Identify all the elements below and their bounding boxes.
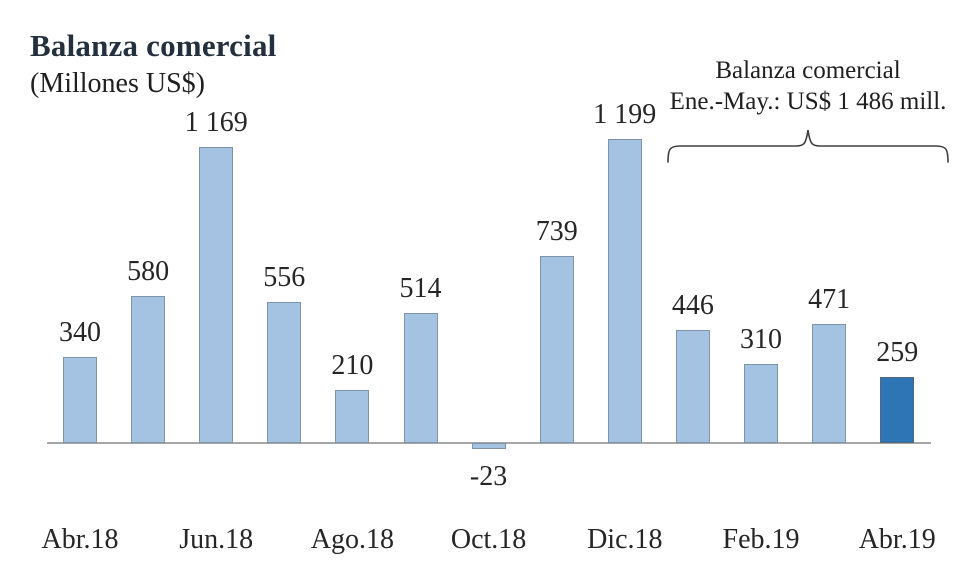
bar-Feb.19 xyxy=(744,364,778,443)
x-tick-label-Abr.18: Abr.18 xyxy=(41,524,119,555)
bar-Mar.19 xyxy=(812,323,847,443)
annotation-line-1: Balanza comercial xyxy=(715,57,901,84)
bar-Nov.18 xyxy=(539,255,574,443)
bar-value-label-May.18: 580 xyxy=(127,256,170,287)
bar-Jun.18 xyxy=(199,146,234,443)
bar-Ago.18 xyxy=(335,389,370,443)
x-tick-label-Ago.18: Ago.18 xyxy=(310,524,394,555)
bar-value-label-Jun.18: 1 169 xyxy=(184,106,248,138)
period-total-annotation: Balanza comercial Ene.-May.: US$ 1 486 m… xyxy=(643,55,973,117)
bar-value-label-Abr.18: 340 xyxy=(59,316,101,348)
chart-subtitle: (Millones US$) xyxy=(30,68,205,99)
bar-value-label-Feb.19: 310 xyxy=(740,324,782,356)
bar-value-label-Ago.18: 210 xyxy=(331,349,374,381)
bar-Abr.18 xyxy=(63,356,97,443)
bar-value-label-Mar.19: 471 xyxy=(808,283,851,315)
bar-value-label-Oct.18: -23 xyxy=(469,460,508,492)
bar-Sep.18 xyxy=(403,312,438,443)
bar-value-label-Dic.18: 1 199 xyxy=(593,99,657,131)
bar-Ene.19 xyxy=(675,329,710,443)
bar-Oct.18 xyxy=(471,443,506,449)
bar-value-label-Nov.18: 739 xyxy=(535,215,578,247)
bar-Abr.19 xyxy=(880,377,915,443)
annotation-line-2: Ene.-May.: US$ 1 486 mill. xyxy=(669,88,947,115)
curly-brace-icon xyxy=(666,126,950,164)
bar-Jul.18 xyxy=(267,302,302,443)
x-tick-label-Feb.19: Feb.19 xyxy=(722,524,800,555)
x-tick-label-Jun.18: Jun.18 xyxy=(179,524,254,555)
bar-May.18 xyxy=(131,296,166,443)
x-tick-label-Abr.19: Abr.19 xyxy=(858,524,936,555)
bar-value-label-Sep.18: 514 xyxy=(399,272,442,304)
x-tick-label-Dic.18: Dic.18 xyxy=(587,524,663,555)
chart-title: Balanza comercial xyxy=(30,28,277,63)
bar-value-label-Ene.19: 446 xyxy=(671,289,714,321)
bar-value-label-Abr.19: 259 xyxy=(876,337,919,369)
bar-value-label-Jul.18: 556 xyxy=(263,262,306,294)
x-tick-label-Oct.18: Oct.18 xyxy=(450,524,527,555)
bar-Dic.18 xyxy=(607,139,642,443)
